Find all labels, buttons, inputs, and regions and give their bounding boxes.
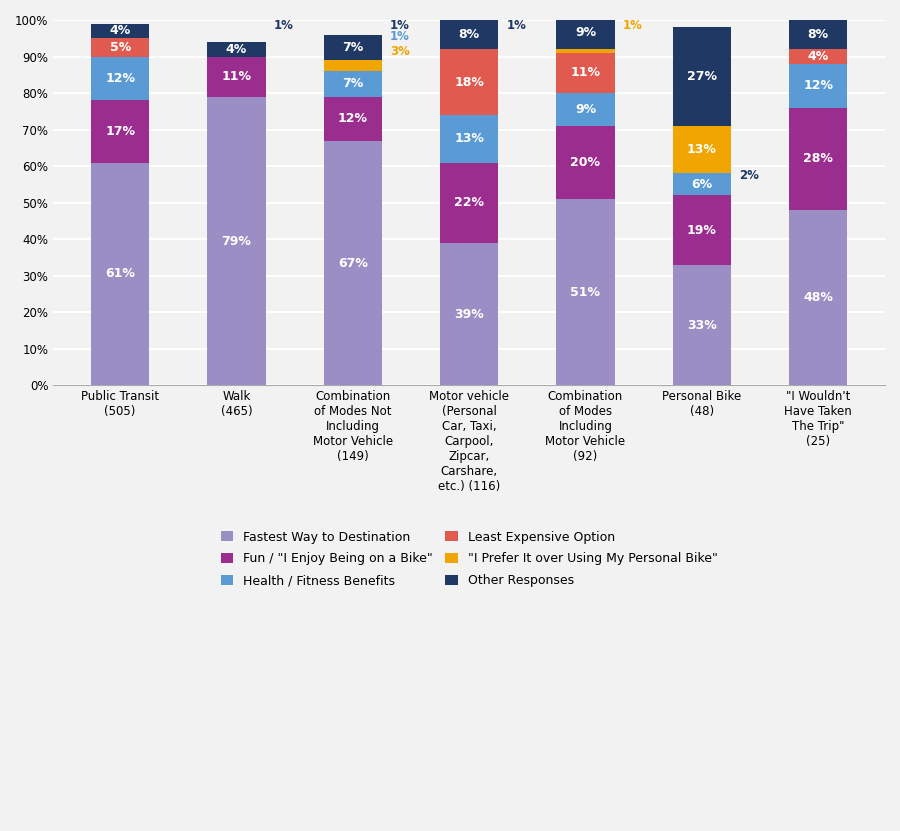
Bar <box>556 17 615 49</box>
Bar <box>789 49 847 64</box>
Text: 2%: 2% <box>739 169 759 182</box>
Text: 20%: 20% <box>571 156 600 169</box>
Bar <box>91 163 149 386</box>
Legend: Fastest Way to Destination, Fun / "I Enjoy Being on a Bike", Health / Fitness Be: Fastest Way to Destination, Fun / "I Enj… <box>220 530 717 587</box>
Bar <box>556 93 615 126</box>
Bar <box>556 126 615 199</box>
Bar <box>672 195 731 265</box>
Bar <box>91 57 149 101</box>
Text: 33%: 33% <box>687 318 716 332</box>
Bar <box>207 57 266 96</box>
Bar <box>324 71 382 96</box>
Text: 12%: 12% <box>338 112 368 125</box>
Bar <box>556 199 615 386</box>
Text: 4%: 4% <box>226 42 248 56</box>
Text: 18%: 18% <box>454 76 484 89</box>
Bar <box>440 115 499 163</box>
Text: 11%: 11% <box>571 66 600 80</box>
Text: 9%: 9% <box>575 27 596 39</box>
Text: 79%: 79% <box>221 234 251 248</box>
Text: 3%: 3% <box>390 45 410 57</box>
Bar <box>789 108 847 210</box>
Text: 27%: 27% <box>687 70 716 83</box>
Bar <box>91 23 149 38</box>
Text: 11%: 11% <box>221 70 251 83</box>
Text: 5%: 5% <box>110 41 130 54</box>
Text: 1%: 1% <box>274 19 293 32</box>
Bar <box>556 53 615 93</box>
Bar <box>556 49 615 53</box>
Text: 39%: 39% <box>454 307 484 321</box>
Bar <box>324 35 382 60</box>
Text: 12%: 12% <box>803 79 833 92</box>
Text: 6%: 6% <box>691 178 712 191</box>
Text: 4%: 4% <box>807 50 829 63</box>
Bar <box>324 96 382 140</box>
Text: 7%: 7% <box>342 41 364 54</box>
Text: 19%: 19% <box>687 224 716 237</box>
Text: 9%: 9% <box>575 103 596 116</box>
Text: 1%: 1% <box>390 30 410 43</box>
Text: 1%: 1% <box>507 19 526 32</box>
Bar <box>672 265 731 386</box>
Bar <box>672 126 731 174</box>
Bar <box>440 20 499 49</box>
Text: 61%: 61% <box>105 268 135 281</box>
Text: 28%: 28% <box>803 152 833 165</box>
Text: 13%: 13% <box>687 143 716 156</box>
Bar <box>207 42 266 57</box>
Bar <box>324 140 382 386</box>
Bar <box>324 60 382 71</box>
Text: 4%: 4% <box>110 24 130 37</box>
Text: 1%: 1% <box>623 19 643 32</box>
Bar <box>789 210 847 386</box>
Bar <box>91 38 149 57</box>
Text: 67%: 67% <box>338 257 368 269</box>
Text: 13%: 13% <box>454 132 484 145</box>
Text: 22%: 22% <box>454 196 484 209</box>
Bar <box>440 243 499 386</box>
Text: 1%: 1% <box>390 19 410 32</box>
Bar <box>440 163 499 243</box>
Bar <box>789 20 847 49</box>
Text: 12%: 12% <box>105 72 135 85</box>
Text: 8%: 8% <box>807 28 829 41</box>
Text: 7%: 7% <box>342 77 364 91</box>
Bar <box>207 96 266 386</box>
Text: 48%: 48% <box>803 291 833 304</box>
Text: 17%: 17% <box>105 125 135 138</box>
Bar <box>672 174 731 195</box>
Text: 51%: 51% <box>571 286 600 299</box>
Bar <box>789 64 847 108</box>
Text: 8%: 8% <box>459 28 480 41</box>
Bar <box>440 49 499 115</box>
Bar <box>672 27 731 126</box>
Bar <box>91 101 149 163</box>
